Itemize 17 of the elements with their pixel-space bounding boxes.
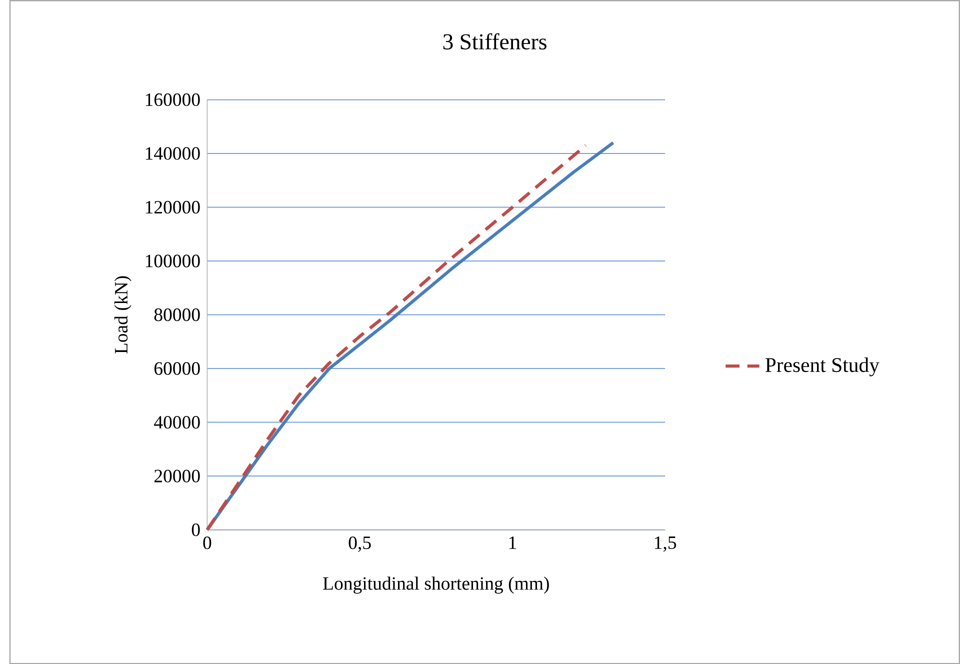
x-tick-label: 0,5: [348, 536, 371, 552]
x-tick-label: 1: [509, 536, 516, 549]
y-tick-label: 0: [192, 523, 200, 536]
x-axis-title: Longitudinal shortening (mm): [323, 576, 549, 594]
y-tick-label: 100000: [146, 254, 200, 268]
x-tick-label: 0: [203, 536, 212, 550]
y-tick-label: 140000: [146, 147, 200, 160]
y-tick-label: 160000: [146, 93, 200, 106]
x-tick-label: 1,5: [654, 536, 676, 552]
y-tick-label: 20000: [154, 470, 200, 482]
y-tick-label: 60000: [154, 362, 200, 375]
chart-title: 3 Stiffeners: [443, 33, 546, 50]
y-tick-label: 120000: [146, 200, 200, 214]
y-tick-label: 40000: [154, 416, 200, 429]
y-tick-label: 80000: [154, 308, 200, 321]
legend-label: Present Study: [765, 357, 880, 376]
y-axis-title: Load (kN): [114, 276, 132, 354]
